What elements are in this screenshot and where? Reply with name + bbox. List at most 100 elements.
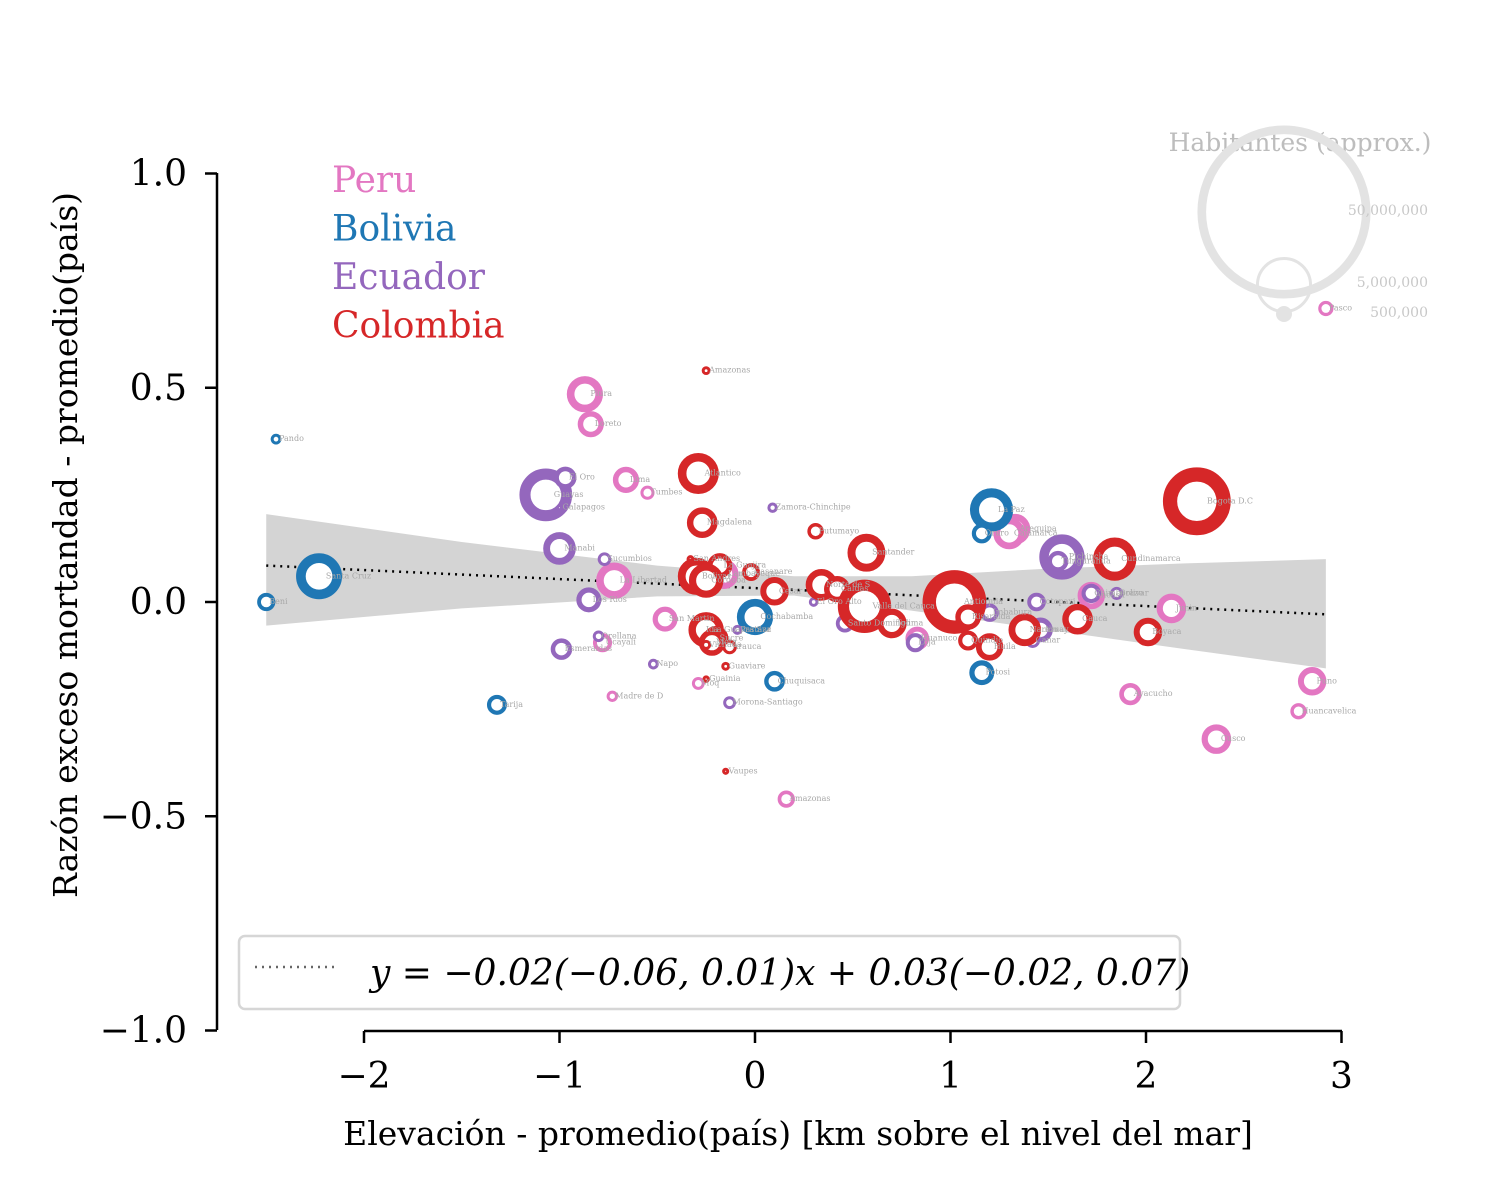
point-peru <box>566 376 604 413</box>
point-colombia <box>955 604 981 630</box>
fit-line <box>266 564 1326 616</box>
point-label: Meta <box>716 638 737 647</box>
point-label: Santander <box>872 548 914 557</box>
point-ecuador <box>723 696 736 710</box>
point-label: Pando <box>279 434 304 443</box>
country-legend-colombia: Colombia <box>332 306 505 347</box>
point-peru <box>596 562 633 599</box>
size-legend-label: 50,000,000 <box>1348 203 1428 219</box>
point-label: Vichada <box>708 640 742 649</box>
point-colombia <box>1133 617 1163 647</box>
fit-legend-label: y = −0.02(−0.06, 0.01)x + 0.03(−0.02, 0.… <box>368 953 1190 994</box>
point-label: Cusco <box>1221 734 1246 743</box>
point-colombia <box>1062 603 1093 635</box>
point-label: Pastaza <box>740 625 771 634</box>
point-colombia <box>1162 467 1231 536</box>
point-ecuador <box>808 597 819 607</box>
point-label: Huancavelica <box>1301 706 1356 715</box>
point-colombia <box>877 608 907 639</box>
point-label: Quindio <box>971 636 1003 645</box>
point-label: Norte de S <box>826 580 870 589</box>
y-tick-label: 0.0 <box>130 582 187 623</box>
point-label: Cajamarca <box>1014 528 1058 537</box>
point-label: Chimborazo <box>1094 588 1143 597</box>
point-label: Loreto <box>595 419 622 428</box>
point-ecuador <box>576 587 602 613</box>
size-legend-circle <box>1197 125 1371 299</box>
point-colombia <box>1008 613 1042 647</box>
point-label: La Paz <box>998 505 1025 514</box>
point-label: Galapagos <box>563 503 605 512</box>
point-peru <box>606 690 618 702</box>
point-label: Pasco <box>1329 303 1352 312</box>
point-label: Guayas <box>554 490 584 499</box>
size-legend-circle <box>1276 306 1292 322</box>
point-bolivia <box>971 523 992 544</box>
point-ecuador <box>1047 550 1069 572</box>
point-label: La Libertad <box>620 576 667 585</box>
point-label: Guaviare <box>729 661 766 670</box>
point-label: Junin <box>1175 603 1197 612</box>
point-colombia <box>722 767 730 775</box>
point-label: Ayacucho <box>1133 689 1173 698</box>
point-ecuador <box>554 466 577 489</box>
point-label: Bogota D.C <box>1207 496 1253 505</box>
point-label: Napo <box>656 659 678 668</box>
point-peru <box>612 466 640 493</box>
point-ecuador <box>592 630 605 643</box>
point-label: Lima <box>630 475 650 484</box>
point-label: El Oro <box>569 473 595 482</box>
point-colombia <box>975 633 1004 661</box>
y-ticks: 1.0 0.5 0.0 −0.5 −1.0 <box>100 154 217 1052</box>
point-label: Bolivar <box>702 571 731 580</box>
point-label: Nariño <box>1030 625 1058 634</box>
point-label: Atlantico <box>703 468 741 477</box>
point-label: Bolivar <box>1120 588 1149 597</box>
point-peru <box>1297 667 1327 696</box>
point-colombia <box>742 563 761 581</box>
country-legend-ecuador: Ecuador <box>332 257 486 298</box>
y-tick-label: 1.0 <box>130 154 187 195</box>
point-label: Madre de D <box>615 691 663 700</box>
point-bolivia <box>257 592 276 612</box>
point-label: Magdalena <box>707 518 752 527</box>
point-label: Cotopaxi <box>1040 597 1076 606</box>
point-bolivia <box>486 694 507 715</box>
point-ecuador <box>543 532 576 565</box>
point-label: Tarija <box>500 700 523 709</box>
point-label: Oruro <box>985 528 1009 537</box>
point-label: Boyaca <box>1152 627 1181 636</box>
point-label: Huanuco <box>921 633 958 642</box>
point-label: Puno <box>1316 676 1337 685</box>
point-peru <box>1318 300 1334 317</box>
point-bolivia <box>764 670 785 692</box>
x-axis-title: Elevación - promedio(país) [km sobre el … <box>343 1114 1253 1153</box>
point-peru <box>640 485 655 500</box>
point-label: Sucre <box>720 633 744 642</box>
point-colombia <box>837 579 892 633</box>
point-colombia <box>807 523 824 540</box>
point-colombia <box>760 577 789 606</box>
point-label: Amazonas <box>708 366 750 375</box>
point-bolivia <box>296 553 343 600</box>
point-ecuador <box>1027 592 1046 612</box>
point-label: Tumbes <box>650 488 682 497</box>
point-peru <box>1119 683 1142 706</box>
point-label: Ancash <box>1094 591 1124 600</box>
y-tick-label: −0.5 <box>100 796 187 837</box>
x-tick-label: 3 <box>1330 1056 1353 1097</box>
point-label: Azuay <box>1043 625 1069 634</box>
point-peru <box>577 411 604 438</box>
point-label: Amazonas <box>788 794 830 803</box>
point-label: Ica <box>706 625 719 634</box>
point-label: Santa Cruz <box>326 571 371 580</box>
y-tick-label: −1.0 <box>100 1011 187 1052</box>
country-legend-bolivia: Bolivia <box>332 209 456 250</box>
point-colombia <box>721 661 731 671</box>
point-label: Antioquia <box>963 597 1003 606</box>
point-label: Imbabura <box>993 608 1033 617</box>
country-legend: Peru Bolivia Ecuador Colombia <box>332 160 505 347</box>
point-label: Sucumbios <box>607 554 651 563</box>
